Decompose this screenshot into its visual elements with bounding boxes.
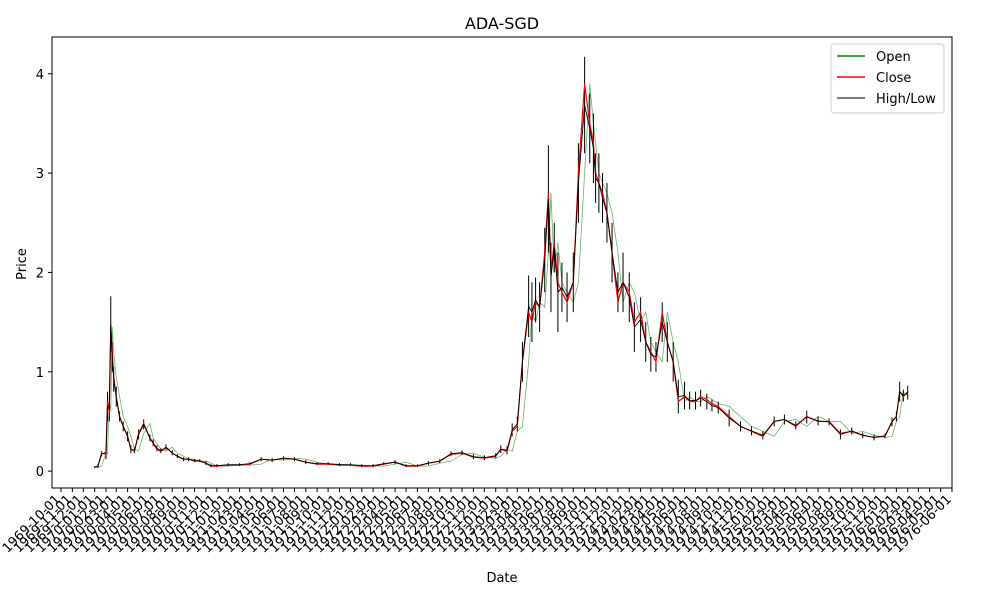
x-axis-label: Date bbox=[486, 571, 517, 586]
legend: Open Close High/Low bbox=[830, 43, 945, 114]
y-tick-label: 4 bbox=[36, 68, 44, 83]
y-tick-label: 2 bbox=[36, 266, 44, 281]
legend-label-close: Close bbox=[876, 71, 911, 86]
legend-label-open: Open bbox=[876, 50, 911, 65]
axes-frame bbox=[51, 36, 953, 489]
y-tick-label: 3 bbox=[36, 167, 44, 182]
plot-area bbox=[94, 56, 909, 469]
legend-label-highlow: High/Low bbox=[876, 92, 936, 107]
y-axis: 0 1 2 3 4 bbox=[36, 68, 52, 480]
legend-box bbox=[830, 43, 945, 114]
chart-title: ADA-SGD bbox=[465, 14, 539, 33]
y-tick-label: 0 bbox=[36, 465, 44, 480]
y-axis-label: Price bbox=[15, 248, 30, 280]
y-tick-label: 1 bbox=[36, 366, 44, 381]
x-axis: 1969-10-011969-11-011969-12-011970-01-01… bbox=[0, 488, 955, 556]
highlow-series-line bbox=[94, 104, 908, 468]
